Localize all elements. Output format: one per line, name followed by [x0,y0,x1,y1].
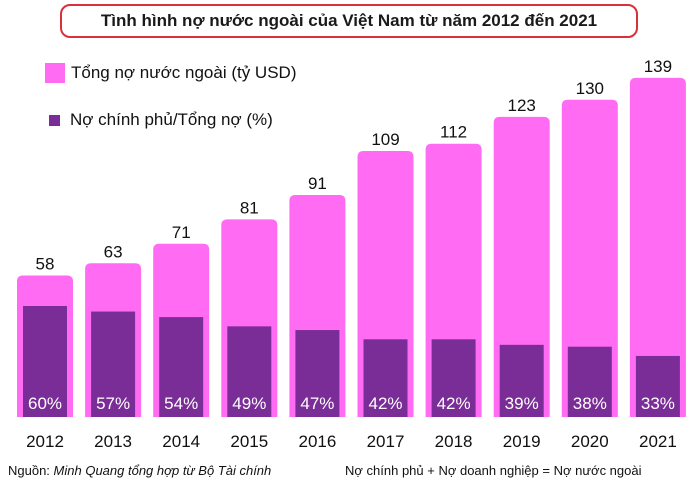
total-value-label: 139 [644,57,672,76]
total-value-label: 63 [104,242,123,261]
total-value-label: 123 [508,96,536,115]
percent-value-label: 57% [96,394,130,413]
legend-swatch-total [45,63,65,83]
chart-title: Tình hình nợ nước ngoài của Việt Nam từ … [60,4,638,38]
total-value-label: 71 [172,223,191,242]
percent-value-label: 42% [437,394,471,413]
legend-item-gov-share: Nợ chính phủ/Tổng nợ (%) [45,110,273,130]
bar-gov-share-2020 [567,346,612,417]
bar-gov-share-2015 [227,326,272,417]
legend-swatch-gov [49,114,60,126]
legend-label-total: Tổng nợ nước ngoài (tỷ USD) [71,63,297,82]
percent-value-label: 54% [164,394,198,413]
source-note: Nguồn: Minh Quang tổng hợp từ Bộ Tài chí… [8,463,271,478]
total-value-label: 58 [36,254,55,273]
chart-title-text: Tình hình nợ nước ngoài của Việt Nam từ … [100,11,598,30]
x-tick-label: 2012 [26,432,64,451]
source-text: Minh Quang tổng hợp từ Bộ Tài chính [53,463,272,478]
percent-value-label: 33% [641,394,675,413]
x-tick-label: 2019 [503,432,541,451]
total-value-label: 109 [371,130,399,149]
x-tick-label: 2015 [230,432,268,451]
total-value-label: 112 [440,123,467,142]
bar-gov-share-2016 [295,330,340,417]
total-value-label: 91 [308,174,327,193]
x-tick-label: 2014 [162,432,200,451]
total-value-label: 81 [240,198,259,217]
legend-label-gov: Nợ chính phủ/Tổng nợ (%) [70,110,273,129]
percent-value-label: 49% [232,394,266,413]
percent-value-label: 47% [300,394,334,413]
percent-value-label: 60% [28,394,62,413]
equation-note: Nợ chính phủ + Nợ doanh nghiệp = Nợ nước… [345,463,642,478]
x-tick-label: 2013 [94,432,132,451]
bar-gov-share-2012 [23,306,67,417]
bar-gov-share-2014 [159,317,204,417]
x-tick-label: 2016 [298,432,336,451]
percent-value-label: 39% [505,394,539,413]
total-value-label: 130 [576,79,604,98]
bar-gov-share-2017 [363,339,408,417]
legend-item-total-debt: Tổng nợ nước ngoài (tỷ USD) [45,63,296,83]
x-tick-label: 2021 [639,432,677,451]
bar-gov-share-2019 [499,344,544,417]
x-tick-label: 2020 [571,432,609,451]
equation-text: Nợ chính phủ + Nợ doanh nghiệp = Nợ nước… [345,463,642,478]
bar-gov-share-2021 [635,355,680,417]
x-tick-label: 2017 [367,432,405,451]
bar-total-2021 [629,77,686,417]
bar-total-2020 [561,99,618,418]
bar-gov-share-2018 [431,339,476,417]
percent-value-label: 38% [573,394,607,413]
bar-gov-share-2013 [91,311,136,417]
source-prefix: Nguồn: [8,463,54,478]
x-tick-label: 2018 [435,432,473,451]
bar-total-2019 [493,116,550,417]
percent-value-label: 42% [368,394,402,413]
